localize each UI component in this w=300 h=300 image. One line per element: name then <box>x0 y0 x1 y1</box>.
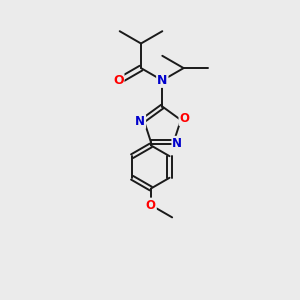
Text: O: O <box>146 199 156 212</box>
Text: N: N <box>157 74 167 87</box>
Text: O: O <box>113 74 124 87</box>
Text: N: N <box>172 137 182 150</box>
Text: O: O <box>179 112 189 125</box>
Text: N: N <box>135 115 145 128</box>
